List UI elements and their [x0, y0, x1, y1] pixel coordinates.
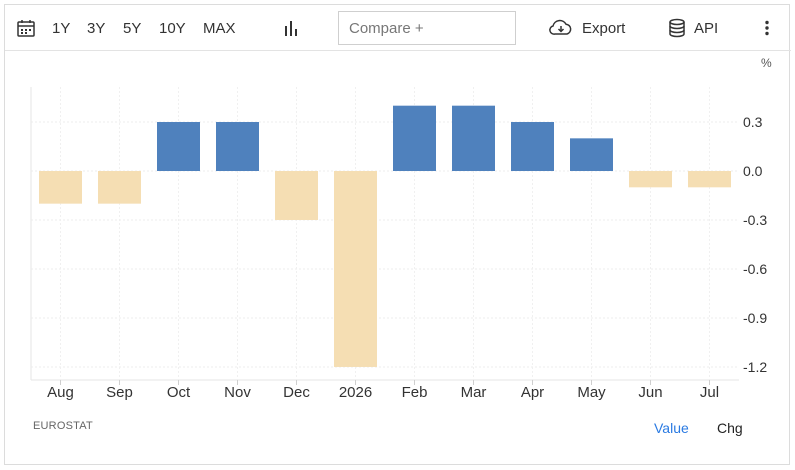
- x-tick-label: 2026: [339, 384, 372, 401]
- bar-may[interactable]: [570, 138, 613, 171]
- chart-bars: [39, 105, 731, 367]
- x-tick-label: Sep: [106, 384, 133, 401]
- x-tick-label: Aug: [47, 384, 74, 401]
- chart-toolbar: 1Y 3Y 5Y 10Y MAX Export: [5, 5, 791, 51]
- bar-2026[interactable]: [334, 171, 377, 367]
- export-label: Export: [582, 19, 626, 37]
- cloud-download-icon: [548, 18, 574, 38]
- chart-widget: 1Y 3Y 5Y 10Y MAX Export: [4, 4, 791, 465]
- bar-nov[interactable]: [216, 122, 259, 171]
- x-tick-label: Jun: [638, 384, 662, 401]
- calendar-icon[interactable]: [16, 5, 36, 51]
- x-tick-label: Dec: [283, 384, 310, 401]
- x-tick-label: Jul: [700, 384, 719, 401]
- y-tick-label: 0.0: [743, 163, 763, 179]
- bar-jun[interactable]: [629, 171, 672, 188]
- range-max-button[interactable]: MAX: [203, 19, 236, 37]
- chart-grid: [30, 87, 739, 381]
- y-tick-label: -0.3: [743, 212, 767, 228]
- source-label: EUROSTAT: [33, 420, 93, 432]
- database-icon: [668, 18, 686, 38]
- x-tick-label: Oct: [167, 384, 191, 401]
- chg-toggle[interactable]: Chg: [717, 420, 743, 436]
- x-tick-label: Feb: [402, 384, 428, 401]
- range-1y-button[interactable]: 1Y: [52, 19, 71, 37]
- bar-chart-icon[interactable]: [282, 5, 300, 51]
- bar-apr[interactable]: [511, 122, 554, 171]
- unit-label: %: [761, 56, 772, 70]
- bar-feb[interactable]: [393, 105, 436, 171]
- bar-aug[interactable]: [39, 171, 82, 204]
- chart-axes: 0.3 0.0 -0.3 -0.6 -0.9 -1.2 Aug Sep Oct Nov Dec 202…: [47, 114, 767, 401]
- y-tick-label: -0.6: [743, 261, 767, 277]
- more-vertical-icon[interactable]: [763, 5, 771, 51]
- bar-mar[interactable]: [452, 105, 495, 171]
- x-tick-label: Mar: [461, 384, 487, 401]
- compare-box: [338, 11, 516, 45]
- bar-dec[interactable]: [275, 171, 318, 220]
- api-button[interactable]: API: [668, 5, 718, 51]
- value-toggle[interactable]: Value: [654, 420, 689, 436]
- x-tick-label: May: [577, 384, 606, 401]
- range-5y-button[interactable]: 5Y: [123, 19, 142, 37]
- range-3y-button[interactable]: 3Y: [87, 19, 106, 37]
- api-label: API: [694, 19, 719, 37]
- export-button[interactable]: Export: [548, 5, 625, 51]
- bar-oct[interactable]: [157, 122, 200, 171]
- x-tick-label: Nov: [224, 384, 251, 401]
- x-tick-label: Apr: [521, 384, 544, 401]
- y-tick-label: -0.9: [743, 310, 767, 326]
- y-tick-label: 0.3: [743, 114, 763, 130]
- bar-sep[interactable]: [98, 171, 141, 204]
- range-10y-button[interactable]: 10Y: [159, 19, 186, 37]
- y-tick-label: -1.2: [743, 359, 767, 375]
- compare-input[interactable]: [339, 12, 515, 44]
- bar-jul[interactable]: [688, 171, 731, 188]
